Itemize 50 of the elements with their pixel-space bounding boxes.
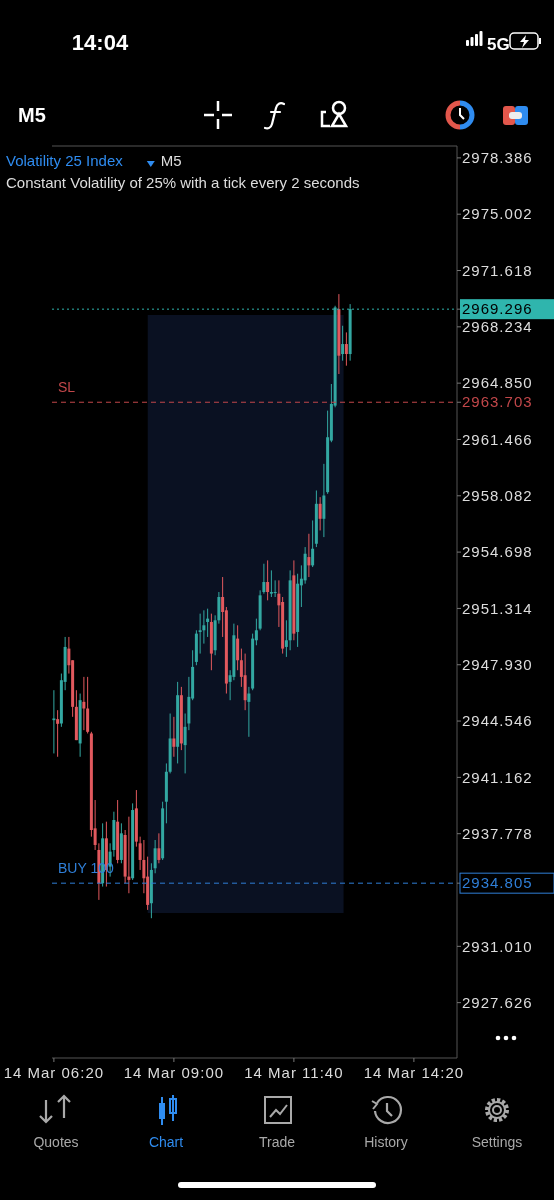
candlestick	[307, 533, 311, 578]
text: Quotes	[33, 1134, 79, 1150]
y-tick-label: 2958.082	[462, 487, 533, 505]
chart-title: Volatility 25 Index	[6, 152, 124, 169]
x-tick-label: 14 Mar 09:00	[123, 1064, 225, 1081]
x-tick-label: 14 Mar 14:20	[363, 1064, 465, 1081]
y-tick-label: 2944.546	[462, 712, 533, 730]
candlestick	[269, 569, 273, 598]
y-tick-label: 2931.010	[462, 937, 533, 955]
text: Trade	[258, 1134, 296, 1150]
y-tick-label: 2971.618	[462, 261, 533, 279]
y-tick-label: 2961.466	[462, 430, 533, 448]
x-tick-label: 14 Mar 11:40	[244, 1064, 344, 1081]
y-tick-label: 2927.626	[462, 993, 533, 1011]
candlestick	[82, 676, 86, 731]
text: Chart	[148, 1134, 184, 1150]
y-tick-label: 2934.805	[462, 874, 533, 892]
candlestick	[236, 624, 240, 671]
y-tick-label: 2951.314	[462, 599, 533, 617]
text: History	[364, 1134, 408, 1150]
x-tick-label: 14 Mar 06:20	[3, 1064, 105, 1081]
candlestick	[157, 832, 161, 864]
y-tick-label: 2964.850	[462, 374, 533, 392]
text: M5	[18, 104, 46, 126]
annotation: M5	[160, 152, 182, 169]
y-tick-label: 2975.002	[462, 205, 533, 223]
candlestick	[311, 519, 315, 568]
y-tick-label: 2947.930	[462, 655, 533, 673]
candlestick	[56, 709, 60, 758]
candlestick	[86, 676, 90, 734]
y-tick-label: 2968.234	[462, 318, 533, 336]
y-tick-label: 2954.698	[462, 543, 533, 561]
candlestick	[318, 496, 322, 531]
text: 5G	[487, 35, 510, 54]
candlestick	[273, 579, 277, 598]
text: 14:04	[71, 30, 129, 55]
ref-line-label: SL	[58, 379, 76, 396]
candlestick	[341, 325, 345, 362]
candlestick	[52, 689, 56, 754]
candlestick	[172, 716, 176, 758]
text: Settings	[471, 1134, 523, 1150]
candlestick	[127, 816, 131, 894]
y-tick-label: 2969.296	[462, 300, 533, 318]
candlestick	[266, 559, 270, 601]
y-tick-label: 2963.703	[462, 393, 533, 411]
y-tick-label: 2941.162	[462, 768, 533, 786]
text: Constant Volatility of 25% with a tick every 2 seconds	[6, 174, 360, 191]
candlestick	[344, 331, 348, 367]
y-tick-label: 2978.386	[462, 149, 533, 167]
y-tick-label: 2937.778	[462, 824, 533, 842]
